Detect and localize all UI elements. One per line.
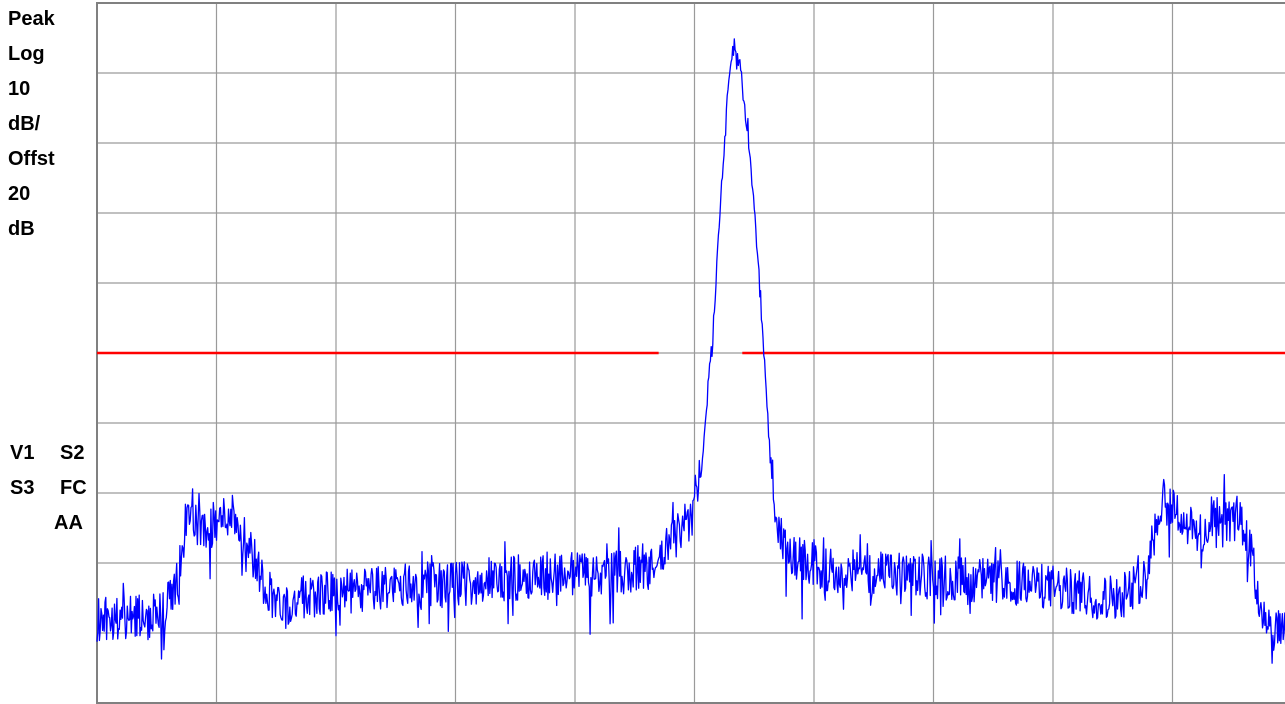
scale-annotation: Peak Log 10 dB/ Offst 20 dB [8, 2, 55, 247]
trace-line [96, 38, 1285, 664]
status-s2: S2 [60, 442, 85, 464]
trace-layer [96, 38, 1285, 664]
scale-line-type: Log [8, 43, 45, 65]
offset-line-label: Offst [8, 148, 55, 170]
offset-line-unit: dB [8, 218, 35, 240]
status-v1: V1 [10, 442, 35, 464]
status-row-2: S3 FC [10, 471, 100, 506]
scale-line-detector: Peak [8, 8, 55, 30]
scale-line-value: 10 [8, 78, 31, 100]
trace-status-annotation: V1 S2 S3 FC AA [10, 436, 100, 541]
status-row-3: AA [10, 506, 100, 541]
status-aa: AA [54, 512, 83, 534]
status-fc: FC [60, 477, 87, 499]
status-row-1: V1 S2 [10, 436, 100, 471]
scale-line-unit: dB/ [8, 113, 41, 135]
offset-line-value: 20 [8, 183, 31, 205]
status-s3: S3 [10, 477, 35, 499]
